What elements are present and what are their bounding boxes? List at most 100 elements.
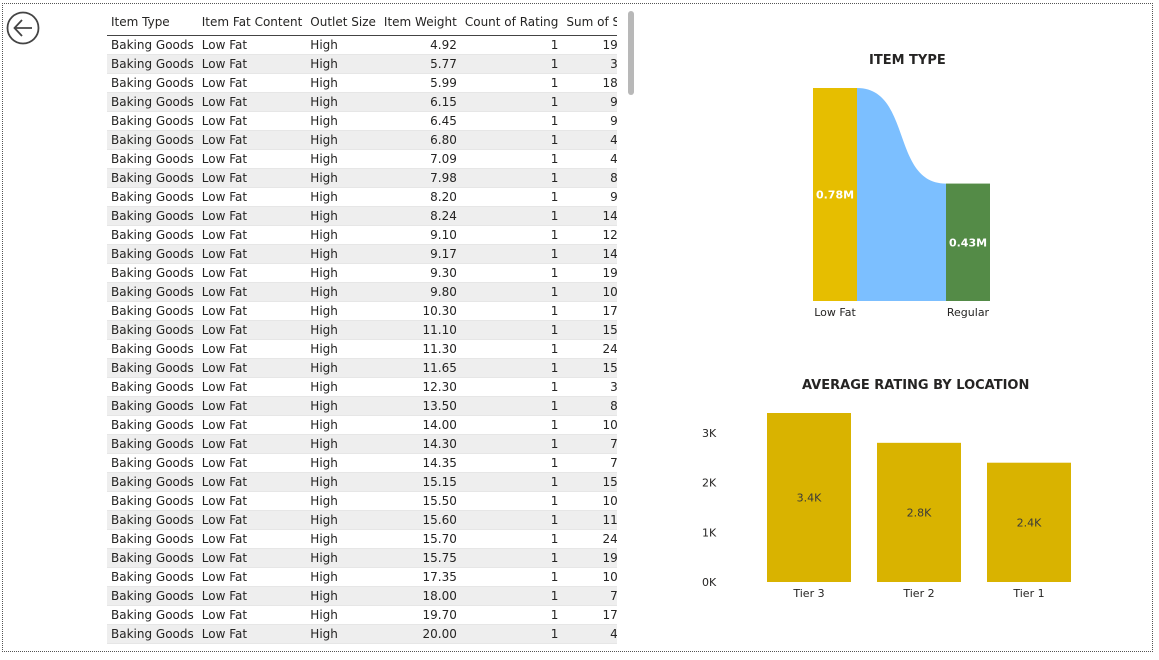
table-cell: Baking Goods — [107, 92, 198, 112]
table-cell: Low Fat — [197, 339, 307, 359]
table-cell: High — [306, 301, 380, 321]
average-rating-bar-chart[interactable]: 0K 1K 2K 3K 3.4K Tier 3 2.8K Tier 2 2.4K Tier 1 — [690, 400, 1090, 610]
table-cell: 94.44 — [562, 111, 617, 131]
ribbon-category-label: Regular — [947, 306, 990, 319]
ribbon-bar-regular[interactable] — [946, 183, 990, 301]
table-cell: Low Fat — [197, 130, 307, 150]
table-cell: Baking Goods — [107, 111, 198, 131]
column-header-outlet-size[interactable]: Outlet Size — [310, 14, 376, 29]
column-header-sum-of-sales[interactable]: Sum of Sales — [566, 14, 617, 29]
table-cell: High — [306, 491, 380, 511]
table-cell: Low Fat — [197, 605, 307, 625]
table-cell: Baking Goods — [107, 434, 198, 454]
table-cell: Low Fat — [197, 567, 307, 587]
column-header-item-weight[interactable]: Item Weight — [383, 14, 457, 29]
table-cell: 102.40 — [562, 282, 617, 302]
bar-tier-3[interactable] — [767, 413, 851, 582]
table-cell: Low Fat — [197, 225, 307, 245]
table-cell: High — [306, 187, 380, 207]
table-scrollbar[interactable] — [628, 11, 634, 95]
table-cell: 150.47 — [562, 472, 617, 492]
column-header-count-of-rating[interactable]: Count of Rating — [464, 14, 559, 29]
table-cell: 1 — [460, 453, 563, 473]
table-cell: 198.81 — [562, 35, 617, 55]
table-cell: High — [306, 92, 380, 112]
table-cell: Low Fat — [197, 510, 307, 530]
table-cell: Baking Goods — [107, 529, 198, 549]
table-cell: 1 — [460, 73, 563, 93]
table-cell: Baking Goods — [107, 567, 198, 587]
table-cell: 179.17 — [562, 605, 617, 625]
table-cell: 8.24 — [379, 206, 461, 226]
table-cell: High — [306, 567, 380, 587]
bar-data-label: 2.8K — [907, 506, 932, 519]
table-cell: High — [306, 168, 380, 188]
table-cell: 1 — [460, 567, 563, 587]
column-header-item-type[interactable]: Item Type — [111, 14, 170, 29]
ribbon-bar-low-fat[interactable] — [813, 88, 857, 301]
bar-data-label: 2.4K — [1017, 516, 1042, 529]
item-type-ribbon-chart[interactable]: 0.78M Low Fat 0.43M Regular — [790, 80, 1020, 325]
table-cell: 1 — [460, 491, 563, 511]
table-cell: Low Fat — [197, 434, 307, 454]
data-table[interactable]: Item Type Item Fat Content Outlet Size I… — [107, 8, 617, 650]
table-cell: 1 — [460, 206, 563, 226]
table-cell: Baking Goods — [107, 491, 198, 511]
table-cell: Baking Goods — [107, 187, 198, 207]
table-cell: High — [306, 206, 380, 226]
table-cell: Baking Goods — [107, 472, 198, 492]
y-axis-tick-label: 0K — [702, 576, 717, 589]
table-cell: 88.05 — [562, 396, 617, 416]
column-header-item-fat-content[interactable]: Item Fat Content — [201, 14, 303, 29]
table-cell: Low Fat — [197, 35, 307, 55]
back-arrow-icon[interactable] — [6, 11, 40, 45]
table-cell: 14.30 — [379, 434, 461, 454]
bar-tier-2[interactable] — [877, 442, 961, 582]
table-cell: 1 — [460, 548, 563, 568]
table-cell: Low Fat — [197, 586, 307, 606]
table-cell: 1 — [460, 149, 563, 169]
table-cell: High — [306, 263, 380, 283]
table-cell: 6.80 — [379, 130, 461, 150]
table-cell: 1 — [460, 301, 563, 321]
bar-data-label: 3.4K — [797, 492, 822, 505]
bar-tier-1[interactable] — [987, 462, 1071, 582]
table-cell: Low Fat — [197, 396, 307, 416]
table-cell: Low Fat — [197, 187, 307, 207]
table-cell: 1 — [460, 415, 563, 435]
table-cell: 7.09 — [379, 149, 461, 169]
table-cell: Baking Goods — [107, 225, 198, 245]
